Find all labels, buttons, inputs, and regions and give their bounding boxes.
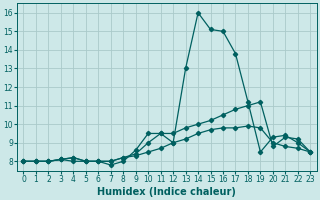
X-axis label: Humidex (Indice chaleur): Humidex (Indice chaleur)	[98, 187, 236, 197]
